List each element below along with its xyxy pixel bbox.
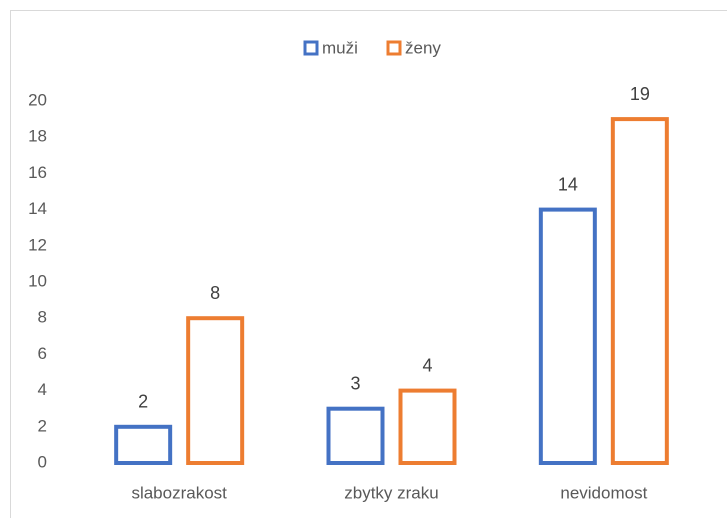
y-tick-label: 20 bbox=[28, 90, 47, 109]
chart-border bbox=[10, 10, 727, 518]
bar bbox=[610, 117, 669, 465]
data-label: 3 bbox=[350, 373, 360, 393]
x-tick-label: zbytky zraku bbox=[344, 483, 438, 502]
y-tick-label: 12 bbox=[28, 235, 47, 254]
y-tick-label: 8 bbox=[38, 308, 47, 327]
legend-swatch bbox=[303, 40, 319, 56]
data-label: 2 bbox=[138, 392, 148, 412]
legend-swatch bbox=[386, 40, 402, 56]
y-tick-label: 4 bbox=[38, 380, 47, 399]
data-label: 14 bbox=[558, 174, 578, 194]
legend-label: ženy bbox=[405, 38, 441, 57]
x-tick-label: slabozrakost bbox=[131, 483, 227, 502]
y-tick-label: 16 bbox=[28, 163, 47, 182]
bar bbox=[186, 316, 245, 466]
data-label: 4 bbox=[422, 355, 432, 375]
legend-label: muži bbox=[322, 38, 358, 57]
y-tick-label: 14 bbox=[28, 199, 47, 218]
bar bbox=[538, 207, 597, 465]
y-tick-label: 6 bbox=[38, 344, 47, 363]
y-tick-label: 0 bbox=[38, 452, 47, 471]
x-tick-label: nevidomost bbox=[560, 483, 647, 502]
y-tick-label: 18 bbox=[28, 127, 47, 146]
y-tick-label: 10 bbox=[28, 271, 47, 290]
bar bbox=[326, 406, 385, 466]
bar bbox=[398, 388, 457, 466]
bar bbox=[114, 424, 173, 465]
y-tick-label: 2 bbox=[38, 416, 47, 435]
data-label: 19 bbox=[630, 84, 650, 104]
data-label: 8 bbox=[210, 283, 220, 303]
